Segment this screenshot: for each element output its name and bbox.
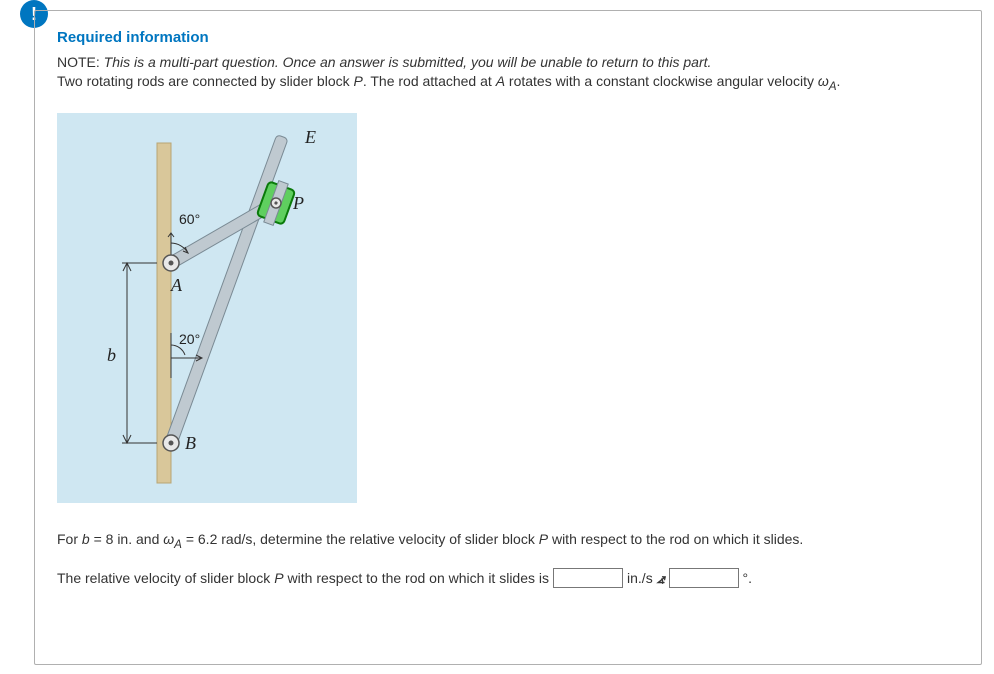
desc-mid: . The rod attached at	[363, 73, 496, 89]
desc-pre: Two rotating rods are connected by slide…	[57, 73, 354, 89]
label-B: B	[185, 433, 196, 454]
var-A: A	[496, 73, 505, 89]
velocity-input[interactable]	[553, 568, 623, 588]
q-P: P	[539, 531, 548, 547]
note-label: NOTE:	[57, 54, 104, 70]
q-eq1: = 8 in. and	[90, 531, 164, 547]
angle-60: 60°	[179, 211, 200, 227]
question-text: For b = 8 in. and ωA = 6.2 rad/s, determ…	[57, 531, 959, 551]
problem-description: Two rotating rods are connected by slide…	[57, 72, 959, 95]
answer-line: The relative velocity of slider block P …	[57, 568, 959, 588]
desc-post: rotates with a constant clockwise angula…	[505, 73, 818, 89]
mechanism-figure: E P A B b 60° 20°	[57, 113, 357, 503]
ans-mid: with respect to the rod on which it slid…	[288, 570, 549, 586]
ans-prefix: The relative velocity of slider block	[57, 570, 270, 586]
q-post: with respect to the rod on which it slid…	[548, 531, 803, 547]
omega: ω	[818, 73, 829, 89]
var-P: P	[354, 73, 363, 89]
q-omega-sub: A	[174, 537, 182, 550]
desc-period: .	[837, 73, 841, 89]
label-A: A	[171, 275, 182, 296]
angle-20: 20°	[179, 331, 200, 347]
question-panel: Required information NOTE: This is a mul…	[34, 10, 982, 665]
label-b: b	[107, 345, 116, 366]
ans-unit: in./s	[627, 570, 653, 586]
note-line: NOTE: This is a multi-part question. Onc…	[57, 54, 959, 70]
angle-icon: ⦨	[657, 570, 665, 587]
q-pre: For	[57, 531, 82, 547]
omega-sub: A	[829, 80, 837, 93]
q-eq2: = 6.2 rad/s, determine the relative velo…	[182, 531, 539, 547]
q-b: b	[82, 531, 90, 547]
figure-svg	[57, 113, 357, 503]
angle-input[interactable]	[669, 568, 739, 588]
ans-P: P	[274, 570, 283, 586]
note-text: This is a multi-part question. Once an a…	[104, 54, 712, 70]
label-E: E	[305, 127, 316, 148]
label-P: P	[293, 193, 304, 214]
required-heading: Required information	[57, 29, 959, 46]
ans-deg: °.	[743, 570, 753, 586]
q-omega: ω	[163, 531, 174, 547]
